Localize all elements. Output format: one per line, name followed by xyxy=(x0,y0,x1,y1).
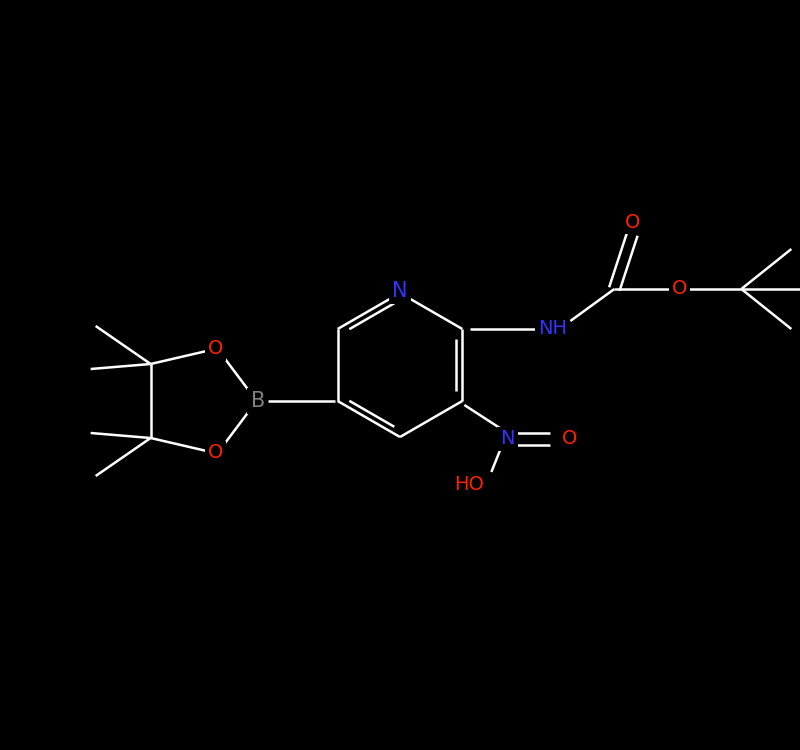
Text: O: O xyxy=(208,340,223,358)
Text: O: O xyxy=(208,443,223,463)
Text: O: O xyxy=(562,430,577,448)
Text: B: B xyxy=(250,391,265,411)
Text: NH: NH xyxy=(538,320,567,338)
Text: HO: HO xyxy=(454,475,484,494)
Text: O: O xyxy=(625,212,640,232)
Text: O: O xyxy=(672,280,687,298)
Text: N: N xyxy=(392,281,408,301)
Text: N: N xyxy=(500,430,514,448)
